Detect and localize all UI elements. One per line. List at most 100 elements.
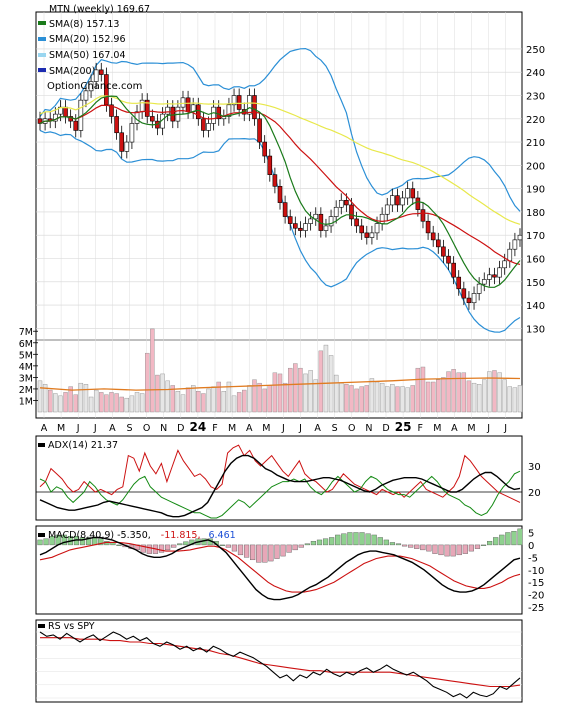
macd-value: MACD(8,40,9) -5.350,	[48, 530, 151, 541]
price-tick-label: 130	[526, 324, 545, 335]
macd-hist-bar	[140, 544, 146, 553]
volume-bar	[318, 350, 324, 413]
macd-line	[39, 536, 521, 601]
volume-bar	[236, 392, 242, 413]
x-tick-label: J	[281, 423, 285, 434]
macd-tick-label: 5	[528, 528, 534, 539]
volume-bar	[145, 352, 150, 413]
candle-body	[420, 209, 426, 222]
volume-bar	[109, 392, 114, 413]
volume-bar	[298, 367, 303, 413]
volume-sma-line	[39, 377, 521, 391]
macd-hist-bar	[353, 532, 359, 546]
watermark: OptionChance.com	[47, 81, 142, 92]
candle-body	[170, 106, 176, 122]
macd-hist-bar	[79, 537, 86, 546]
x-tick-label: 25	[395, 420, 412, 434]
candle-body	[349, 204, 354, 220]
legend-sma50: SMA(50) 167.04	[49, 50, 126, 61]
macd-tick-label: -15	[528, 578, 544, 589]
volume-bar	[344, 384, 349, 413]
candle-body	[201, 118, 206, 131]
x-tick-label: 24	[190, 420, 207, 434]
adx-marks	[36, 444, 522, 519]
candle-body	[517, 234, 523, 241]
volume-bar	[339, 382, 344, 413]
volume-bar	[333, 374, 339, 413]
macd-hist-bar	[329, 537, 335, 546]
x-tick-label: O	[143, 423, 150, 434]
adx-tick-label: 20	[528, 488, 541, 499]
legend-sma8: SMA(8) 157.13	[49, 19, 119, 30]
macd-hist-bar	[365, 533, 371, 546]
volume-bar	[165, 380, 170, 413]
volume-bar	[231, 395, 237, 413]
volume-tick-label: 6M	[19, 339, 33, 350]
volume-bar	[441, 377, 446, 413]
volume-bar	[471, 382, 477, 413]
volume-bar	[78, 382, 84, 413]
legend-swatch-sma50	[38, 53, 46, 57]
volume-bar	[410, 385, 415, 413]
candle-body	[180, 97, 186, 108]
price-tick-label: 180	[526, 208, 545, 219]
volume-bar	[185, 387, 191, 413]
volume-bar	[129, 395, 135, 413]
candle-body	[461, 288, 467, 299]
candle-body	[53, 113, 58, 122]
volume-bar	[517, 385, 523, 413]
candle-body	[466, 297, 472, 304]
volume-bar	[430, 381, 436, 413]
macd-hist-bar	[262, 544, 268, 563]
volume-bar	[379, 382, 385, 413]
candle-body	[88, 81, 94, 92]
macd-hist-bar	[432, 544, 438, 554]
x-tick-label: N	[160, 423, 167, 434]
volume-bar	[175, 391, 181, 413]
volume-bar	[211, 386, 216, 413]
volume-bar	[390, 384, 395, 413]
volume-bar	[216, 381, 221, 413]
volume-bar	[124, 397, 130, 413]
candle-body	[374, 223, 380, 234]
candle-body	[298, 227, 303, 231]
price-tick-label: 170	[526, 231, 545, 242]
candle-body	[150, 116, 155, 122]
x-tick-label: D	[382, 423, 389, 434]
candle-body	[206, 123, 211, 131]
volume-bar	[374, 381, 380, 413]
macd-hist-bar	[511, 531, 517, 546]
candle-body	[492, 274, 497, 278]
volume-bar	[277, 373, 283, 413]
volume-bar	[114, 393, 119, 413]
candle-body	[114, 116, 119, 134]
candle-body	[37, 118, 43, 124]
volume-bar	[385, 386, 390, 413]
volume-bar	[119, 396, 124, 413]
volume-bar	[415, 367, 421, 413]
candle-body	[195, 104, 201, 120]
candle-body	[165, 106, 170, 115]
candle-body	[364, 232, 370, 238]
candle-body	[144, 99, 150, 117]
price-marks	[37, 47, 523, 333]
macd-hist-bar	[426, 544, 432, 552]
candle-body	[93, 69, 99, 82]
macd-tick-label: -20	[528, 591, 544, 602]
macd-hist-bar	[462, 544, 468, 554]
candle-body	[405, 188, 410, 199]
x-tick-label: A	[246, 423, 253, 434]
rs-title: RS vs SPY	[48, 621, 95, 632]
legend-swatch-sma8	[38, 21, 46, 25]
rs-title-swatch	[38, 624, 45, 628]
candle-body	[384, 204, 390, 215]
adx-plus-di	[39, 470, 521, 519]
macd-hist-bar	[438, 544, 444, 556]
macd-hist-bar	[183, 541, 189, 546]
candle-body	[293, 223, 298, 229]
volume-bar	[247, 385, 252, 413]
legend: SMA(8) 157.13 SMA(20) 152.96 SMA(50) 167…	[38, 19, 126, 77]
candle-body	[476, 283, 482, 294]
macd-hist-bar	[487, 540, 493, 546]
